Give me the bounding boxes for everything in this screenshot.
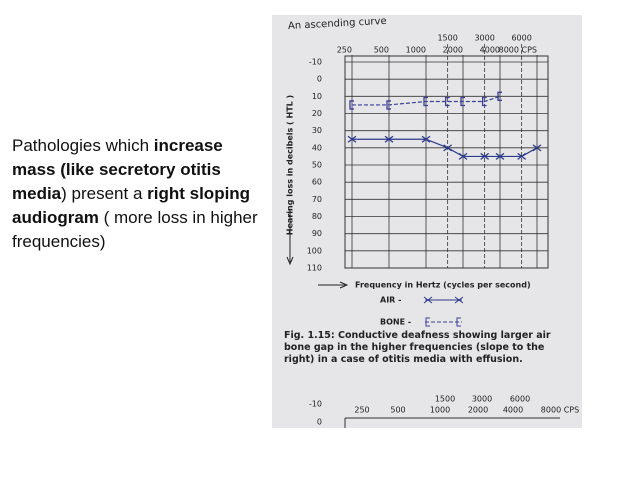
next-tick-label: 500 bbox=[390, 406, 405, 415]
y-tick-label: 110 bbox=[307, 264, 322, 273]
next-tick-label: 4000 bbox=[503, 406, 523, 415]
plot-frame bbox=[344, 55, 549, 269]
y-tick-label: 20 bbox=[312, 109, 322, 118]
y-tick-label: 80 bbox=[312, 212, 322, 221]
x-tick-label: 6000 bbox=[511, 34, 531, 43]
x-tick-label: 4000 bbox=[480, 46, 500, 55]
body-run: ) present a bbox=[61, 184, 148, 203]
legend-marker bbox=[425, 317, 461, 327]
next-tick-label: 1500 bbox=[435, 395, 455, 404]
photo bbox=[272, 15, 582, 428]
y-tick-label: 40 bbox=[312, 143, 322, 152]
body-run: right sloping audiogram bbox=[12, 184, 251, 227]
body-run: increase mass (like secretory otitis med… bbox=[12, 136, 223, 203]
data-point bbox=[532, 144, 542, 152]
next-tick-label: 6000 bbox=[510, 395, 530, 404]
body-text: Pathologies which increase mass (like se… bbox=[12, 134, 264, 254]
next-y-tick-label: 0 bbox=[317, 418, 322, 427]
y-tick-label: 30 bbox=[312, 126, 322, 135]
body-run: Pathologies which bbox=[12, 136, 154, 155]
data-point bbox=[423, 96, 428, 107]
axis-arrowhead bbox=[339, 281, 349, 289]
data-point bbox=[460, 96, 465, 107]
y-tick-label: -10 bbox=[309, 58, 322, 67]
data-point bbox=[384, 135, 394, 143]
x-tick-label: 3000 bbox=[474, 34, 494, 43]
x-tick-label: 250 bbox=[337, 46, 352, 55]
next-tick-label: 2000 bbox=[468, 406, 488, 415]
data-point bbox=[481, 96, 487, 107]
data-point bbox=[517, 152, 527, 160]
series-line bbox=[352, 95, 501, 106]
x-tick-label: 1500 bbox=[437, 34, 457, 43]
data-point bbox=[386, 100, 391, 110]
data-point bbox=[480, 152, 490, 160]
data-point bbox=[458, 152, 468, 160]
legend-marker bbox=[423, 296, 464, 304]
figure-header: An ascending curve bbox=[288, 16, 387, 32]
y-tick-label: 60 bbox=[312, 178, 322, 187]
y-label: Hearing loss in decibels ( HTL ) bbox=[286, 95, 295, 235]
next-tick-label: 3000 bbox=[472, 395, 492, 404]
x-tick-label: 2000 bbox=[443, 46, 463, 55]
y-tick-label: 10 bbox=[312, 92, 322, 101]
data-point bbox=[443, 144, 453, 152]
y-tick-label: 0 bbox=[317, 75, 322, 84]
y-tick-label: 90 bbox=[312, 229, 322, 238]
data-point bbox=[444, 96, 450, 107]
next-tick-label: 1000 bbox=[430, 406, 450, 415]
y-tick-label: 70 bbox=[312, 195, 322, 204]
data-point bbox=[495, 152, 505, 160]
legend-label: AIR - bbox=[380, 296, 401, 305]
data-point bbox=[497, 91, 502, 101]
data-point bbox=[347, 135, 357, 143]
legend-label: BONE - bbox=[380, 318, 411, 327]
caption: Fig. 1.15: Conductive deafness showing l… bbox=[284, 330, 551, 365]
x-label: Frequency in Hertz (cycles per second) bbox=[355, 281, 531, 290]
x-tick-label: 8000 CPS bbox=[499, 46, 537, 55]
y-tick-label: 100 bbox=[307, 246, 322, 255]
next-tick-label: 250 bbox=[354, 406, 369, 415]
y-tick-label: 50 bbox=[312, 161, 322, 170]
body-run: ( more loss in higher frequencies) bbox=[12, 208, 258, 251]
next-tick-label: 8000 CPS bbox=[541, 406, 579, 415]
data-point bbox=[421, 135, 431, 143]
x-tick-label: 500 bbox=[374, 46, 389, 55]
next-y-tick-label: -10 bbox=[309, 400, 322, 409]
x-tick-label: 1000 bbox=[406, 46, 426, 55]
axis-arrowhead bbox=[286, 256, 294, 266]
data-point bbox=[349, 100, 354, 110]
